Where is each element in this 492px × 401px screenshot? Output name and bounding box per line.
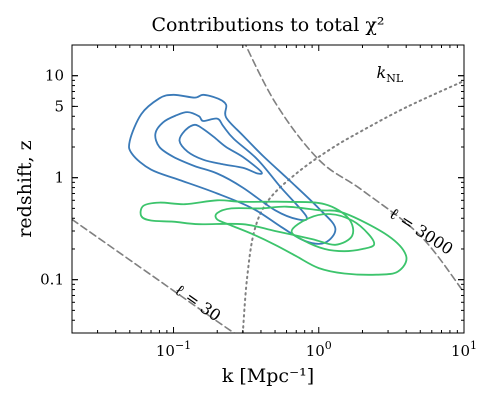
- annotation-ell3000: ℓ = 3000: [386, 204, 457, 259]
- contour-blue-middle: [154, 111, 308, 222]
- x-tick-label: 100: [306, 339, 332, 360]
- y-tick-label: 0.1: [40, 271, 64, 289]
- contour-blue-outer: [128, 93, 337, 245]
- annotation-knl: kNL: [377, 63, 404, 85]
- annotation-ell30: ℓ = 30: [171, 280, 224, 325]
- y-tick-label: 5: [54, 97, 64, 115]
- y-tick-label: 1: [54, 169, 64, 187]
- contours: [128, 93, 408, 276]
- y-tick-label: 10: [45, 67, 64, 85]
- reference-lines: [72, 45, 464, 333]
- contour-green-inner: [290, 213, 376, 253]
- reference-line-ell-1: [244, 45, 464, 294]
- y-axis-title: redshift, z: [14, 140, 36, 237]
- x-tick-label: 101: [451, 339, 477, 360]
- x-axis-title: k [Mpc⁻¹]: [222, 365, 314, 387]
- axis-ticks: [71, 44, 465, 334]
- contour-green-middle: [214, 205, 408, 276]
- annotations: kNL ℓ = 30 ℓ = 3000: [171, 63, 456, 325]
- contour-green-outer: [139, 199, 355, 246]
- plot-area: [72, 45, 464, 333]
- plot-frame: [71, 44, 465, 334]
- chart-title: Contributions to total χ²: [152, 14, 385, 36]
- x-tick-label: 10−1: [156, 339, 191, 360]
- contour-blue-inner: [178, 123, 263, 175]
- axis-tick-labels: 10−1 100 101 0.1 1 5 10: [40, 67, 477, 360]
- reference-line-ell-0: [72, 218, 236, 333]
- reference-line-k-nl-2: [241, 79, 464, 333]
